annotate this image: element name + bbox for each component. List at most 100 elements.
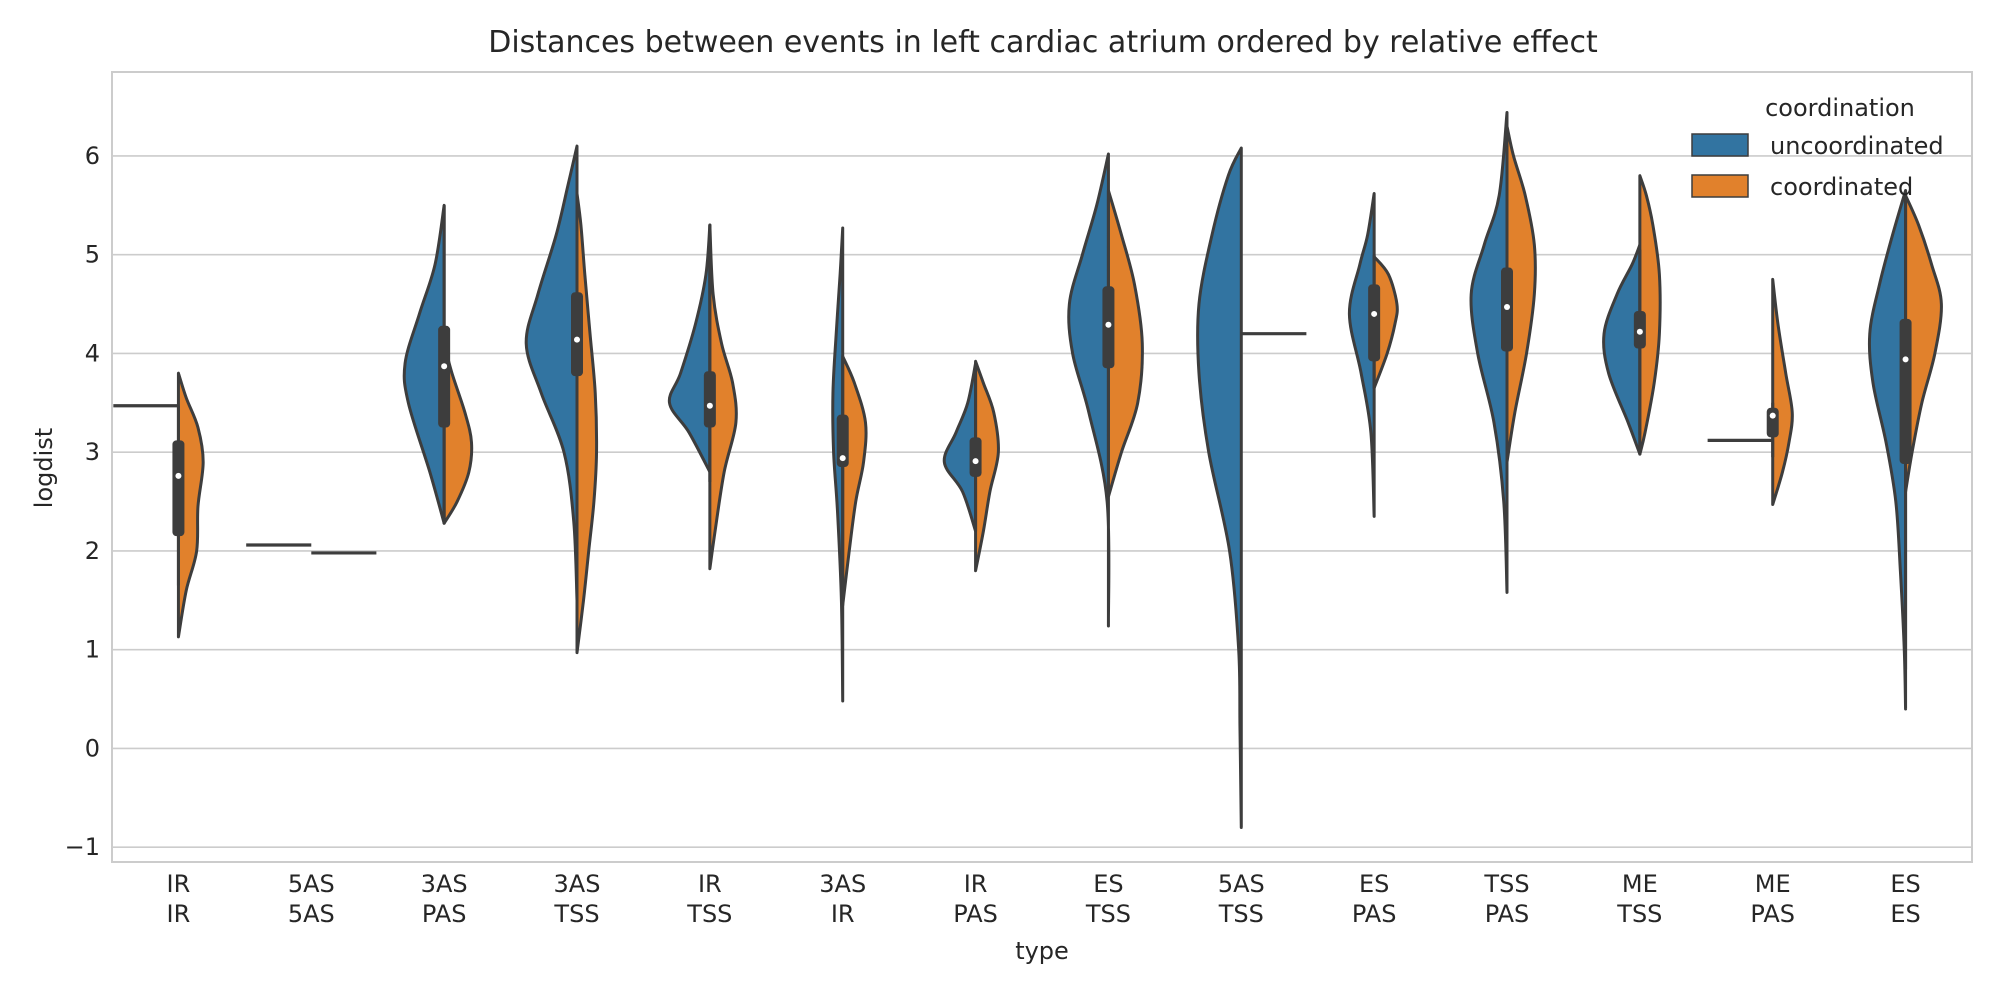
violin-half-coordinated	[1638, 174, 1662, 456]
violin-ir-tss	[667, 223, 738, 571]
legend-label-uncoordinated: uncoordinated	[1770, 132, 1944, 160]
x-tick-label: IR	[964, 870, 988, 898]
y-tick-label: 1	[85, 636, 100, 664]
violin-5as-tss	[1196, 146, 1307, 829]
violin-half-uncoordinated	[1067, 152, 1111, 628]
x-tick-label: 5AS	[288, 900, 335, 928]
violin-half-coordinated	[708, 223, 738, 571]
violin-half-coordinated	[1505, 124, 1537, 464]
median-marker	[441, 363, 448, 370]
violin-3as-pas	[402, 203, 474, 525]
violin-3as-tss	[524, 144, 599, 655]
violin-es-es	[1867, 189, 1943, 711]
x-tick-label: TSS	[686, 900, 732, 928]
iqr-box	[1368, 284, 1381, 362]
violin-me-pas	[1707, 277, 1794, 507]
violin-half-uncoordinated	[402, 203, 446, 525]
iqr-box	[571, 292, 583, 377]
legend: coordination uncoordinated coordinated	[1691, 94, 1944, 201]
violin-half-coordinated	[1106, 189, 1144, 499]
y-tick-label: 6	[85, 142, 100, 170]
x-tick-label: 3AS	[421, 870, 468, 898]
iqr-box	[969, 437, 982, 477]
x-tick-label: PAS	[1352, 900, 1397, 928]
median-marker	[1105, 321, 1112, 328]
iqr-box	[703, 371, 716, 428]
chart-title: Distances between events in left cardiac…	[488, 25, 1598, 60]
y-tick-label: 0	[85, 734, 100, 762]
violin-es-pas	[1347, 191, 1399, 518]
iqr-box	[1899, 318, 1912, 465]
violin-half-uncoordinated	[942, 361, 978, 533]
violin-tss-pas	[1469, 110, 1537, 594]
iqr-box	[438, 325, 451, 428]
violin-half-uncoordinated	[1347, 191, 1376, 518]
iqr-box	[1766, 407, 1779, 438]
x-tick-label: TSS	[1085, 900, 1131, 928]
violin-5as-5as	[246, 543, 377, 555]
median-marker	[972, 458, 979, 465]
x-tick-label: 5AS	[288, 870, 335, 898]
violin-half-uncoordinated	[524, 144, 579, 602]
x-tick-label: ES	[1890, 900, 1920, 928]
x-tick-label: TSS	[1218, 900, 1264, 928]
median-marker	[1769, 412, 1776, 419]
y-tick-label: 2	[85, 537, 100, 565]
y-axis-ticks: −1 0 1 2 3 4 5 6	[65, 142, 100, 861]
x-tick-label: 3AS	[554, 870, 601, 898]
median-marker	[1504, 304, 1510, 311]
x-tick-label: PAS	[1485, 900, 1530, 928]
median-marker	[1636, 328, 1643, 335]
violin-ir-pas	[942, 359, 1000, 573]
legend-label-coordinated: coordinated	[1770, 173, 1913, 201]
y-tick-label: 3	[85, 438, 100, 466]
x-axis-label: type	[1015, 937, 1069, 965]
x-tick-label: IR	[167, 900, 191, 928]
median-marker	[839, 455, 846, 462]
iqr-box	[836, 414, 849, 467]
violin-half-coordinated	[1904, 193, 1943, 494]
x-tick-label: IR	[167, 870, 191, 898]
violin-half-coordinated	[442, 342, 474, 525]
x-tick-label: TSS	[553, 900, 599, 928]
violin-half-uncoordinated	[667, 223, 712, 474]
y-tick-label: −1	[65, 833, 100, 861]
x-tick-label: ES	[1359, 870, 1389, 898]
violin-half-coordinated	[176, 371, 205, 639]
x-tick-label: TSS	[1616, 900, 1662, 928]
violin-me-tss	[1602, 174, 1662, 456]
x-tick-label: 3AS	[819, 870, 866, 898]
legend-title: coordination	[1765, 94, 1915, 122]
violin-half-uncoordinated	[1469, 110, 1509, 594]
legend-swatch-coordinated	[1691, 174, 1749, 198]
violin-half-uncoordinated	[1867, 189, 1908, 711]
x-tick-label: PAS	[422, 900, 467, 928]
x-tick-label: PAS	[953, 900, 998, 928]
violin-half-coordinated	[1771, 277, 1794, 507]
violin-group	[113, 110, 1943, 829]
x-tick-label: PAS	[1750, 900, 1795, 928]
x-tick-label: ES	[1890, 870, 1920, 898]
violin-ir-ir	[113, 371, 205, 639]
x-tick-label: ES	[1093, 870, 1123, 898]
x-tick-label: IR	[831, 900, 855, 928]
median-marker	[574, 336, 580, 343]
x-axis-ticks: IRIR5AS5AS3ASPAS3ASTSSIRTSS3ASIRIRPASEST…	[167, 870, 1921, 928]
plot-frame	[111, 71, 1973, 863]
violin-3as-ir	[831, 226, 868, 703]
iqr-box	[172, 440, 185, 537]
x-tick-label: ME	[1755, 870, 1791, 898]
x-tick-label: ME	[1622, 870, 1658, 898]
x-tick-label: 5AS	[1218, 870, 1265, 898]
violin-half-uncoordinated	[1602, 243, 1642, 456]
legend-swatch-uncoordinated	[1691, 133, 1749, 157]
violin-half-uncoordinated	[1196, 146, 1243, 829]
median-marker	[1371, 310, 1378, 317]
median-marker	[1902, 356, 1909, 363]
violin-half-coordinated	[974, 359, 1000, 573]
violin-es-tss	[1067, 152, 1144, 628]
x-tick-label: IR	[698, 870, 722, 898]
x-tick-label: TSS	[1483, 870, 1529, 898]
